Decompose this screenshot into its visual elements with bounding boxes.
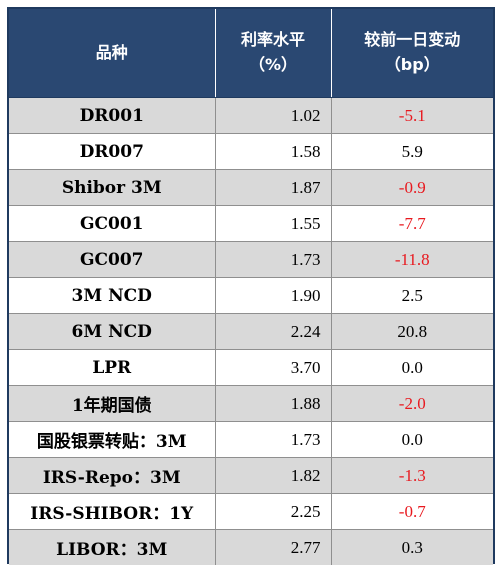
rate-value: 1.58 — [214, 133, 332, 170]
rate-value: 1.87 — [214, 169, 332, 206]
change-value: -1.3 — [330, 457, 493, 494]
table-header: 品种 利率水平 （%） 较前一日变动 （bp） — [9, 9, 493, 98]
product-name: 1年期国债 — [9, 385, 216, 422]
table-row: 3M NCD 1.90 2.5 — [9, 277, 493, 314]
header-product: 品种 — [9, 9, 216, 98]
product-name: GC001 — [9, 205, 216, 242]
change-value: 5.9 — [330, 133, 493, 170]
header-change-line2: （bp） — [384, 55, 440, 74]
change-value: -0.9 — [330, 169, 493, 206]
table-row: Shibor 3M 1.87 -0.9 — [9, 169, 493, 206]
table-row: LIBOR：3M 2.77 0.3 — [9, 529, 493, 565]
change-value: 0.0 — [330, 349, 493, 386]
product-name: IRS-Repo：3M — [9, 457, 216, 494]
header-change-line1: 较前一日变动 — [364, 30, 461, 50]
rate-value: 1.73 — [214, 241, 332, 278]
rate-value: 1.90 — [214, 277, 332, 314]
table-row: GC001 1.55 -7.7 — [9, 205, 493, 242]
product-name: DR001 — [9, 97, 216, 134]
table-row: LPR 3.70 0.0 — [9, 349, 493, 386]
table-row: IRS-SHIBOR：1Y 2.25 -0.7 — [9, 493, 493, 530]
rates-table-container: 品种 利率水平 （%） 较前一日变动 （bp） DR001 1.02 -5.1 … — [7, 7, 495, 565]
header-product-label: 品种 — [95, 42, 128, 62]
rates-table: 品种 利率水平 （%） 较前一日变动 （bp） DR001 1.02 -5.1 … — [9, 9, 493, 565]
header-change: 较前一日变动 （bp） — [331, 9, 493, 98]
rate-value: 1.02 — [214, 97, 332, 134]
table-row: 6M NCD 2.24 20.8 — [9, 313, 493, 350]
header-rate-line2: （%） — [248, 55, 298, 74]
change-value: 0.3 — [330, 529, 493, 565]
change-value: -11.8 — [330, 241, 493, 278]
rate-value: 2.24 — [214, 313, 332, 350]
header-rate-line1: 利率水平 — [240, 30, 305, 50]
rate-value: 1.82 — [214, 457, 332, 494]
product-name: Shibor 3M — [9, 169, 216, 206]
table-row: GC007 1.73 -11.8 — [9, 241, 493, 278]
rate-value: 1.55 — [214, 205, 332, 242]
product-name: 3M NCD — [9, 277, 216, 314]
rate-value: 1.88 — [214, 385, 332, 422]
table-row: DR001 1.02 -5.1 — [9, 97, 493, 134]
rate-value: 2.77 — [214, 529, 332, 565]
table-body: DR001 1.02 -5.1 DR007 1.58 5.9 Shibor 3M… — [9, 97, 493, 565]
change-value: -2.0 — [330, 385, 493, 422]
product-name: LIBOR：3M — [9, 529, 216, 565]
change-value: 0.0 — [330, 421, 493, 458]
table-row: 国股银票转贴：3M 1.73 0.0 — [9, 421, 493, 458]
header-rate: 利率水平 （%） — [215, 9, 332, 98]
change-value: -7.7 — [330, 205, 493, 242]
product-name: GC007 — [9, 241, 216, 278]
change-value: -0.7 — [330, 493, 493, 530]
change-value: -5.1 — [330, 97, 493, 134]
product-name: 6M NCD — [9, 313, 216, 350]
rate-value: 3.70 — [214, 349, 332, 386]
change-value: 2.5 — [330, 277, 493, 314]
product-name: DR007 — [9, 133, 216, 170]
change-value: 20.8 — [330, 313, 493, 350]
product-name: LPR — [9, 349, 216, 386]
header-row: 品种 利率水平 （%） 较前一日变动 （bp） — [9, 9, 493, 98]
product-name: IRS-SHIBOR：1Y — [9, 493, 216, 530]
table-row: DR007 1.58 5.9 — [9, 133, 493, 170]
rate-value: 2.25 — [214, 493, 332, 530]
table-row: IRS-Repo：3M 1.82 -1.3 — [9, 457, 493, 494]
rate-value: 1.73 — [214, 421, 332, 458]
product-name: 国股银票转贴：3M — [9, 421, 216, 458]
table-row: 1年期国债 1.88 -2.0 — [9, 385, 493, 422]
